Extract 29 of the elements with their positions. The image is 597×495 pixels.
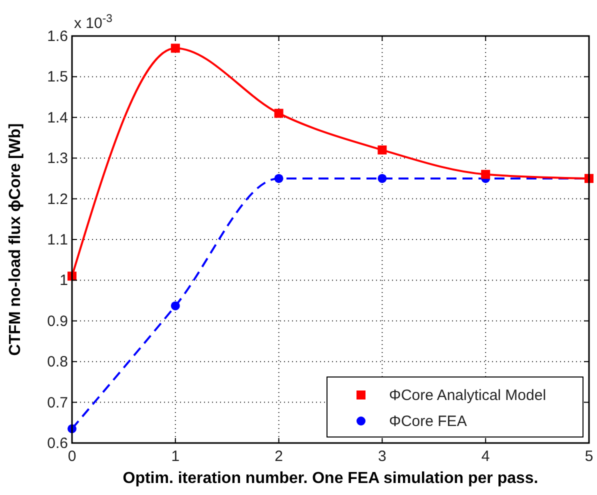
- x-tick-label: 0: [68, 448, 76, 465]
- x-tick-label: 1: [171, 448, 180, 465]
- y-tick-label: 0.7: [47, 394, 68, 412]
- point: [170, 44, 180, 53]
- x-tick-label: 2: [274, 448, 283, 465]
- point: [170, 301, 180, 310]
- y-tick-label: 1.6: [47, 28, 68, 45]
- point: [378, 174, 387, 183]
- legend-label: ΦCore Analytical Model: [389, 387, 546, 404]
- x-axis-title: Optim. iteration number. One FEA simulation per pass.: [122, 470, 538, 487]
- legend-label: ΦCore FEA: [389, 413, 467, 430]
- text: x 10$^{-3}$: [74, 13, 112, 32]
- point: [378, 145, 387, 154]
- y-tick-label: 1.3: [47, 150, 68, 168]
- y-tick-label: 0.6: [47, 435, 68, 452]
- y-tick-label: 1: [60, 272, 68, 290]
- x-tick-label: 5: [584, 448, 594, 465]
- y-tick-label: 1.1: [47, 232, 68, 248]
- y-tick-label: 1.4: [47, 109, 68, 126]
- point: [481, 170, 490, 179]
- x-tick-label: 4: [481, 448, 490, 465]
- x-tick-label: 3: [378, 448, 386, 465]
- point: [274, 108, 284, 118]
- y-tick-label: 0.8: [47, 354, 68, 371]
- y-tick-label: 1.5: [47, 68, 68, 86]
- point: [274, 174, 284, 183]
- y-tick-label: 1.2: [47, 190, 68, 208]
- y-tick-label: 0.9: [47, 312, 68, 330]
- y-axis-title: CTFM no-load flux ϕCore [Wb]: [7, 123, 24, 356]
